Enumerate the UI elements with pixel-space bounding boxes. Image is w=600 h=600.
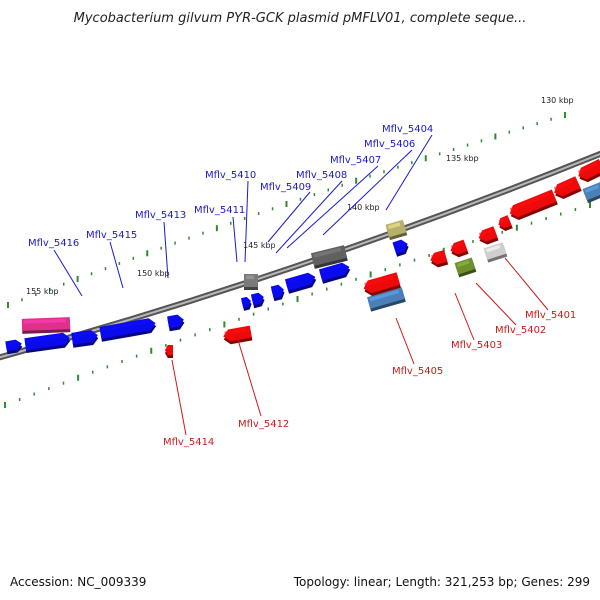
- gene-block: [167, 314, 185, 332]
- gene-label[interactable]: Mflv_5407: [330, 155, 381, 166]
- gene-block: [509, 189, 558, 221]
- gene-label[interactable]: Mflv_5406: [364, 139, 415, 150]
- gene-block: [450, 239, 469, 258]
- gene-block: [310, 245, 348, 269]
- gene-block: [363, 272, 401, 296]
- gene-block: [454, 257, 477, 278]
- gene-block: [367, 287, 406, 312]
- gene-block: [284, 272, 317, 294]
- kbp-scale-labels: 130 kbp 135 kbp 140 kbp 145 kbp 150 kbp 155 k…: [26, 96, 574, 296]
- kbp-label: 150 kbp: [137, 269, 170, 278]
- gene-block: [71, 330, 99, 348]
- gene-block: [21, 317, 71, 334]
- topology-text: Topology: linear; Length: 321,253 bp; Ge…: [293, 575, 590, 589]
- kbp-label: 135 kbp: [446, 154, 479, 163]
- gene-block: [5, 339, 23, 355]
- gene-block: [498, 215, 513, 232]
- gene-block: [99, 318, 157, 342]
- gene-label[interactable]: Mflv_5414: [163, 437, 214, 448]
- gene-label[interactable]: Mflv_5412: [238, 419, 289, 430]
- gene-label[interactable]: Mflv_5404: [382, 124, 433, 135]
- leader-line: [475, 282, 517, 326]
- leader-line: [286, 165, 379, 249]
- gene-block: [577, 158, 600, 183]
- gene-label[interactable]: Mflv_5416: [28, 238, 79, 249]
- gene-block: [318, 262, 351, 284]
- gene-label[interactable]: Mflv_5403: [451, 340, 502, 351]
- gene-label[interactable]: Mflv_5409: [260, 182, 311, 193]
- gene-label[interactable]: Mflv_5401: [525, 310, 576, 321]
- leader-line: [109, 241, 124, 289]
- gene-block: [24, 332, 71, 354]
- gene-features: [5, 158, 600, 358]
- leader-line: [385, 134, 433, 211]
- leader-line: [395, 317, 415, 365]
- gene-label[interactable]: Mflv_5413: [135, 210, 186, 221]
- gene-block: [244, 274, 258, 290]
- gene-label[interactable]: Mflv_5402: [495, 325, 546, 336]
- gene-block: [553, 176, 582, 200]
- gene-block: [478, 226, 499, 245]
- gene-block: [240, 296, 252, 311]
- leader-line: [232, 216, 238, 263]
- leader-line: [454, 292, 475, 341]
- accession-text: Accession: NC_009339: [10, 575, 146, 589]
- kbp-label: 155 kbp: [26, 287, 59, 296]
- leader-line: [53, 249, 83, 297]
- outer-tick-ring: [7, 112, 566, 308]
- leader-line: [504, 257, 549, 311]
- gene-block: [250, 292, 265, 309]
- gene-block: [430, 250, 449, 268]
- kbp-label: 140 kbp: [347, 203, 380, 212]
- leader-line: [163, 221, 169, 279]
- kbp-label: 145 kbp: [243, 241, 276, 250]
- gene-label[interactable]: Mflv_5411: [194, 205, 245, 216]
- gene-block: [223, 325, 253, 345]
- leader-line: [237, 339, 262, 417]
- gene-label[interactable]: Mflv_5405: [392, 366, 443, 377]
- leader-line: [171, 359, 187, 436]
- leader-line: [275, 180, 343, 254]
- gene-label[interactable]: Mflv_5408: [296, 170, 347, 181]
- gene-block: [483, 242, 508, 263]
- label-leader-lines: [53, 134, 549, 436]
- gene-block: [270, 284, 285, 302]
- gene-block: [165, 345, 173, 358]
- map-title: Mycobacterium gilvum PYR-GCK plasmid pMF…: [74, 11, 527, 26]
- leader-line: [244, 180, 249, 263]
- leader-line: [322, 149, 413, 236]
- gene-label[interactable]: Mflv_5415: [86, 230, 137, 241]
- gene-block: [392, 239, 409, 257]
- kbp-label: 130 kbp: [541, 96, 574, 105]
- gene-block: [582, 181, 600, 204]
- gene-block: [385, 219, 408, 241]
- gene-labels: Mflv_5401 Mflv_5402 Mflv_5403 Mflv_5404 Mflv…: [28, 124, 576, 448]
- leader-line: [267, 191, 311, 243]
- gene-label[interactable]: Mflv_5410: [205, 170, 256, 181]
